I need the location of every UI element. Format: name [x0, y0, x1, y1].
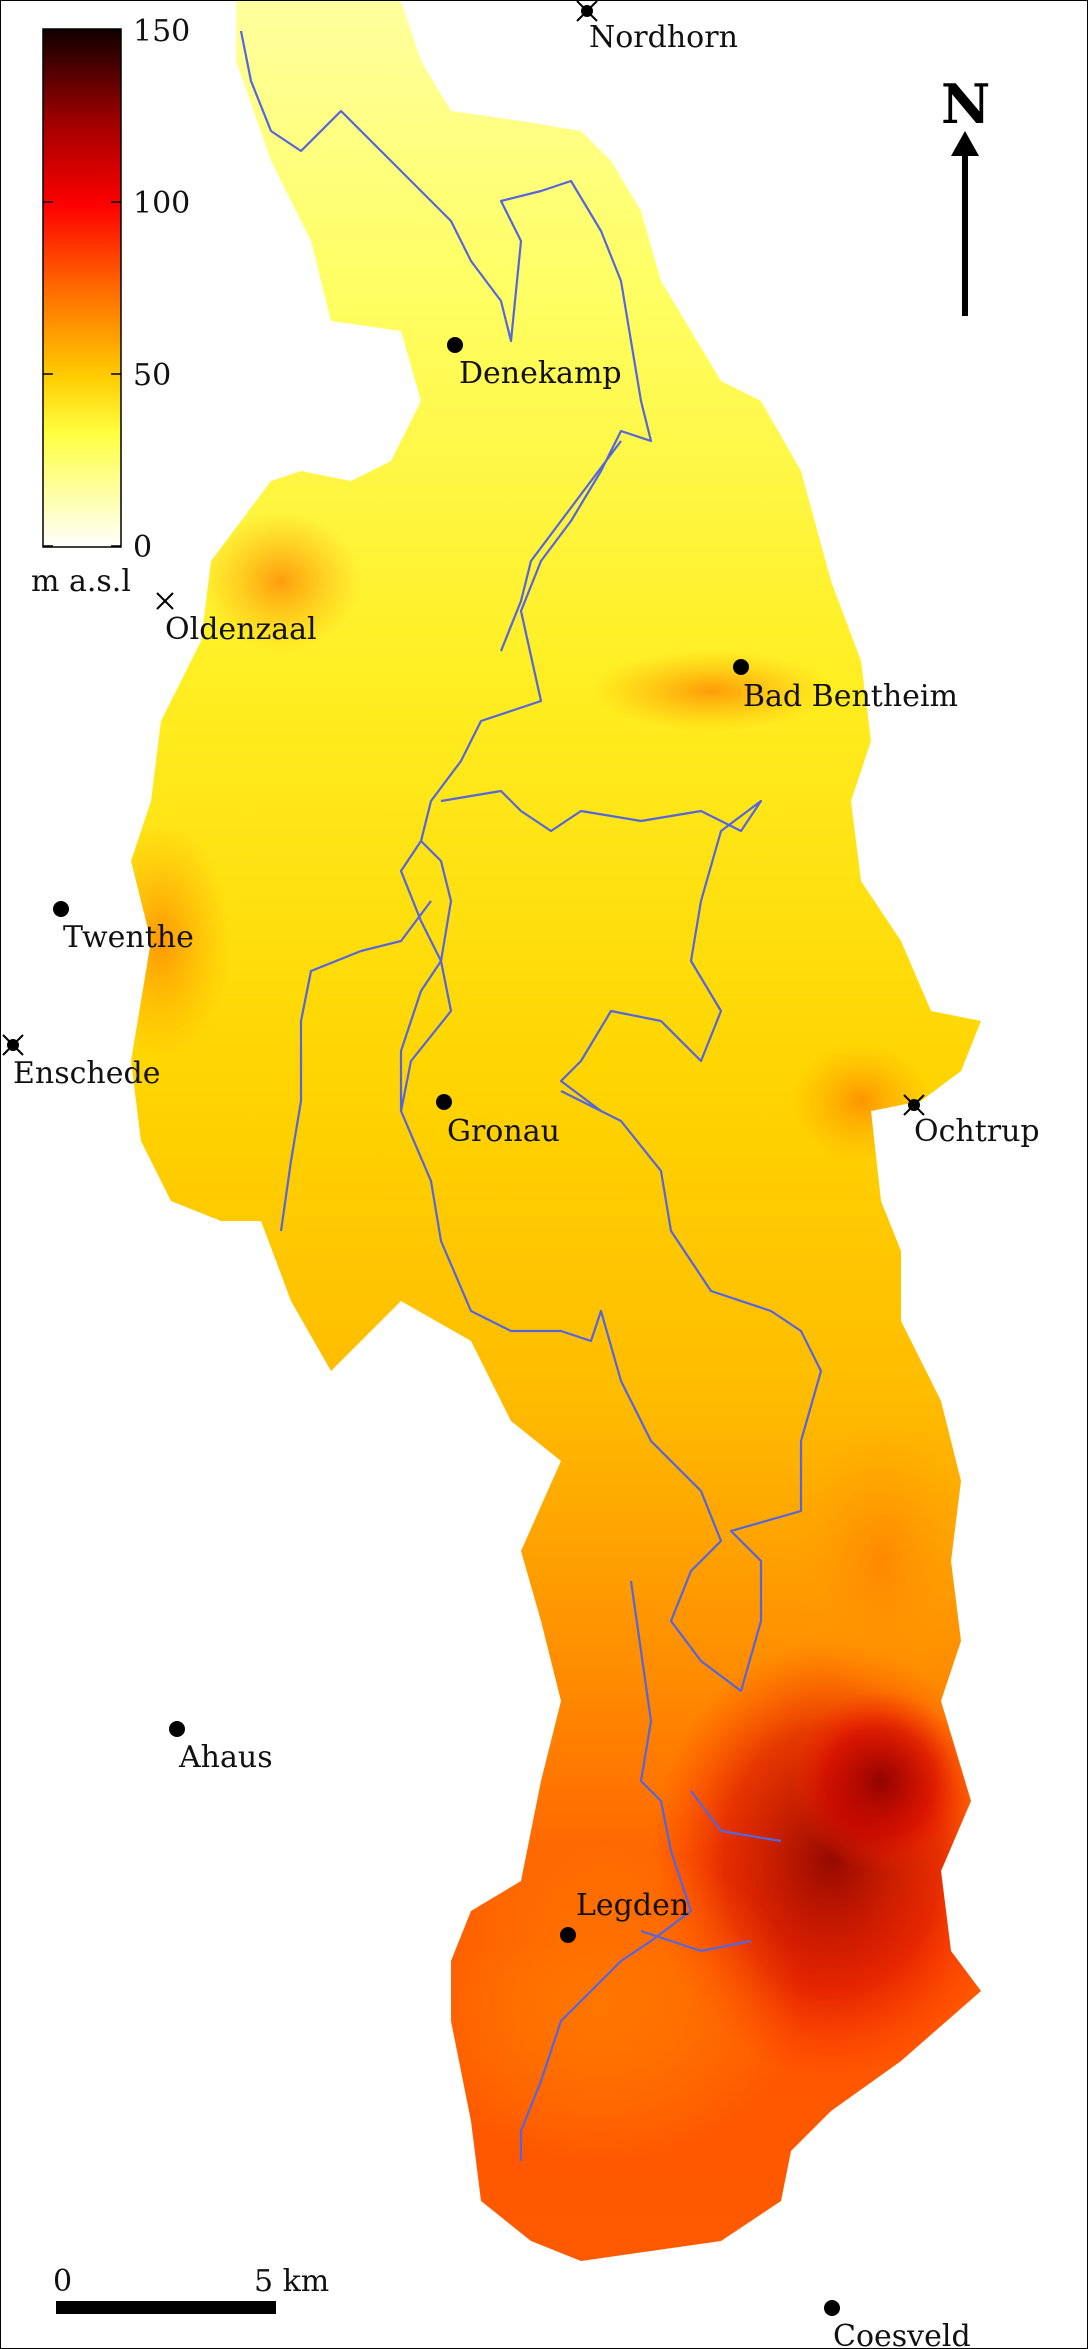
scale-end-label: 5 km: [254, 2264, 329, 2299]
place-label: Twenthe: [63, 920, 194, 955]
place-enschede: Enschede: [2, 1034, 160, 1091]
place-twenthe: Twenthe: [53, 901, 194, 955]
river-se: [690, 1790, 782, 1843]
cross-icon: [156, 592, 174, 610]
place-legden: Legden: [560, 1888, 689, 1943]
river-network: [239, 30, 823, 2161]
place-label: Ochtrup: [914, 1114, 1040, 1149]
legend-tick-100: 100: [133, 186, 190, 221]
place-bad-bentheim: Bad Bentheim: [733, 659, 958, 714]
place-label: Coesveld: [833, 2319, 971, 2348]
place-label: Denekamp: [459, 356, 622, 391]
elevation-shading: [131, 511, 981, 2161]
legend: 150 100 50 0 m a.s.l: [31, 14, 190, 599]
legend-unit-label: m a.s.l: [31, 564, 131, 599]
place-label: Nordhorn: [589, 20, 738, 55]
north-arrow-icon: [951, 131, 979, 156]
place-coesveld: Coesveld: [824, 2300, 971, 2348]
place-nordhorn: Nordhorn: [576, 1, 738, 55]
river-west: [279, 900, 432, 1232]
city-dot-icon: [436, 1094, 452, 1110]
scale-bar-line: [56, 2301, 276, 2314]
north-label: N: [941, 72, 990, 136]
places: Nordhorn Denekamp Oldenzaal Bad Bentheim…: [2, 1, 1040, 2348]
place-denekamp: Denekamp: [447, 337, 622, 391]
place-ochtrup: Ochtrup: [903, 1094, 1040, 1149]
scale-start-label: 0: [53, 2264, 72, 2299]
place-label: Oldenzaal: [165, 612, 317, 647]
river-gronau: [399, 840, 453, 1111]
place-ahaus: Ahaus: [169, 1721, 273, 1775]
river-legden: [640, 1929, 752, 1953]
north-arrow: N: [941, 72, 990, 316]
city-dot-icon: [447, 337, 463, 353]
cross-icon: [903, 1094, 925, 1116]
river-ne-trib: [499, 440, 622, 652]
place-label: Legden: [576, 1888, 689, 1923]
river-east: [440, 789, 763, 1112]
place-label: Enschede: [13, 1056, 160, 1091]
place-oldenzaal: Oldenzaal: [156, 592, 317, 647]
city-dot-icon: [733, 659, 749, 675]
city-dot-icon: [560, 1927, 576, 1943]
river-south: [519, 1580, 693, 2161]
place-label: Gronau: [447, 1114, 560, 1149]
city-dot-icon: [824, 2300, 840, 2316]
legend-tick-50: 50: [133, 358, 171, 393]
cross-icon: [2, 1034, 24, 1056]
place-label: Bad Bentheim: [743, 679, 958, 714]
legend-tick-0: 0: [133, 530, 152, 565]
legend-colorbar: [42, 28, 122, 548]
scale-bar: 0 5 km: [53, 2264, 329, 2314]
city-dot-icon: [53, 901, 69, 917]
catchment-area: [131, 1, 981, 2261]
legend-tick-150: 150: [133, 14, 190, 49]
city-dot-icon: [169, 1721, 185, 1737]
cross-icon: [576, 1, 598, 22]
place-gronau: Gronau: [436, 1094, 560, 1149]
place-label: Ahaus: [178, 1740, 273, 1775]
